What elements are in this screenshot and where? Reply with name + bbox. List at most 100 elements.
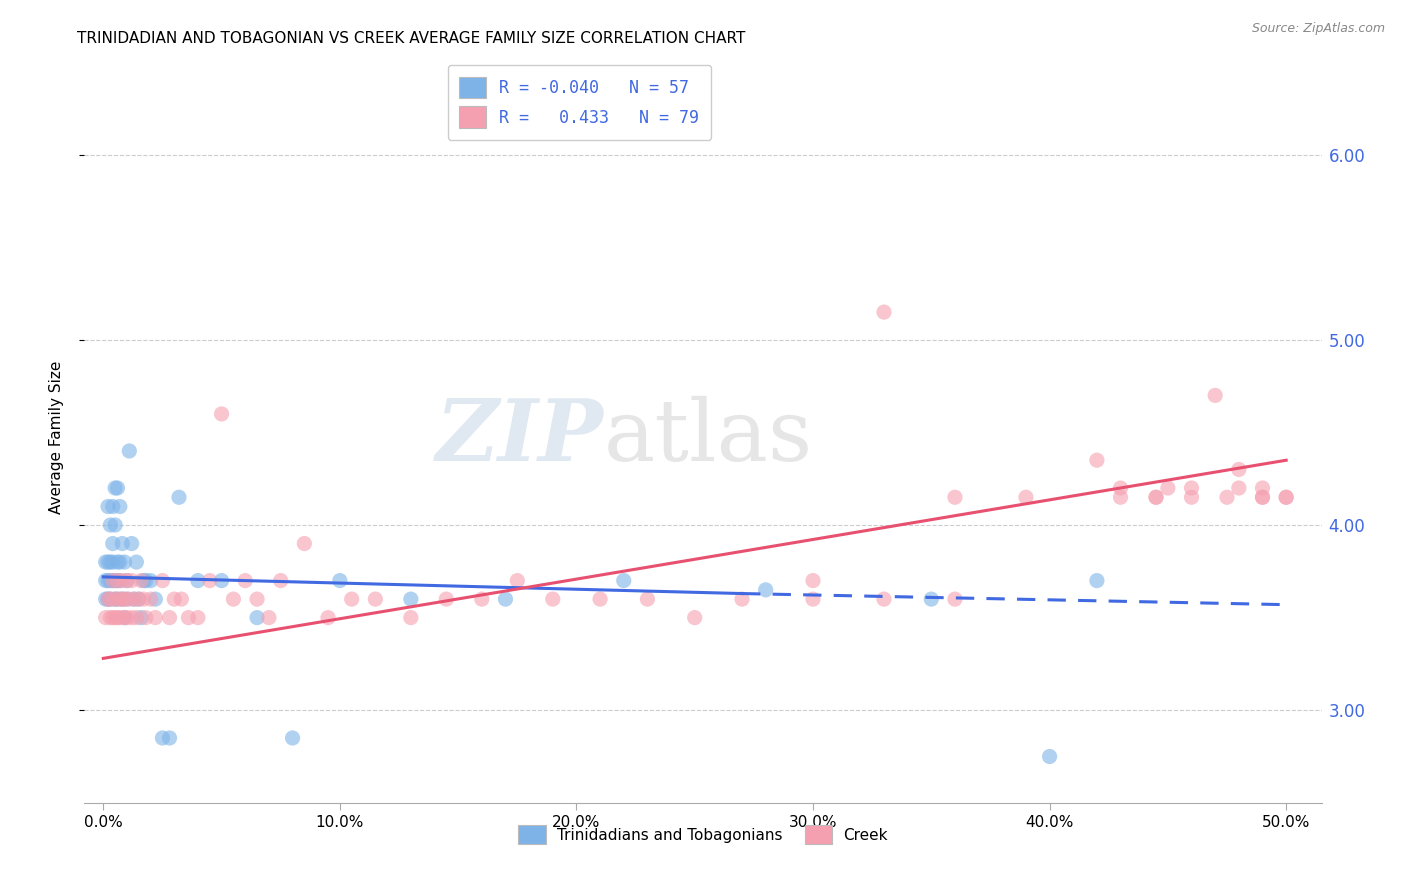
Point	[1109, 481, 1132, 495]
Point	[100, 592, 122, 607]
Point	[329, 574, 352, 588]
Point	[114, 610, 136, 624]
Point	[122, 592, 145, 607]
Point	[104, 592, 127, 607]
Point	[222, 592, 245, 607]
Point	[755, 582, 778, 597]
Point	[129, 610, 152, 624]
Point	[943, 490, 966, 504]
Point	[121, 574, 143, 588]
Point	[118, 444, 141, 458]
Point	[233, 574, 256, 588]
Point	[613, 574, 636, 588]
Point	[115, 610, 138, 624]
Text: atlas: atlas	[605, 395, 813, 479]
Point	[132, 574, 155, 588]
Point	[920, 592, 942, 607]
Point	[101, 574, 124, 588]
Point	[683, 610, 706, 624]
Point	[107, 610, 129, 624]
Point	[122, 592, 145, 607]
Point	[97, 592, 120, 607]
Point	[211, 407, 233, 421]
Point	[94, 555, 117, 569]
Point	[94, 610, 117, 624]
Point	[121, 610, 143, 624]
Point	[873, 592, 896, 607]
Point	[177, 610, 200, 624]
Point	[1216, 490, 1239, 504]
Point	[139, 592, 162, 607]
Point	[104, 481, 127, 495]
Point	[107, 574, 129, 588]
Point	[541, 592, 564, 607]
Point	[1227, 481, 1250, 495]
Point	[100, 592, 122, 607]
Point	[100, 518, 122, 533]
Point	[1251, 490, 1274, 504]
Point	[1204, 388, 1226, 402]
Point	[1109, 490, 1132, 504]
Point	[100, 574, 122, 588]
Point	[399, 592, 422, 607]
Point	[108, 555, 131, 569]
Point	[125, 555, 148, 569]
Point	[104, 592, 127, 607]
Point	[1085, 574, 1108, 588]
Point	[114, 610, 136, 624]
Point	[1144, 490, 1167, 504]
Point	[111, 574, 134, 588]
Point	[163, 592, 186, 607]
Point	[101, 555, 124, 569]
Point	[143, 610, 166, 624]
Point	[94, 574, 117, 588]
Point	[731, 592, 754, 607]
Point	[132, 592, 155, 607]
Point	[198, 574, 221, 588]
Point	[1085, 453, 1108, 467]
Point	[128, 592, 150, 607]
Point	[125, 610, 148, 624]
Point	[170, 592, 193, 607]
Point	[128, 592, 150, 607]
Point	[211, 574, 233, 588]
Point	[115, 574, 138, 588]
Point	[111, 592, 134, 607]
Point	[143, 592, 166, 607]
Point	[1039, 749, 1062, 764]
Point	[1251, 490, 1274, 504]
Point	[111, 592, 134, 607]
Point	[636, 592, 658, 607]
Point	[471, 592, 494, 607]
Point	[139, 574, 162, 588]
Point	[246, 592, 269, 607]
Point	[108, 610, 131, 624]
Point	[135, 574, 157, 588]
Point	[108, 592, 131, 607]
Point	[97, 555, 120, 569]
Point	[118, 592, 141, 607]
Point	[1144, 490, 1167, 504]
Point	[187, 574, 209, 588]
Point	[589, 592, 612, 607]
Point	[159, 731, 181, 745]
Point	[292, 536, 315, 550]
Text: Source: ZipAtlas.com: Source: ZipAtlas.com	[1251, 22, 1385, 36]
Point	[108, 500, 131, 514]
Point	[114, 555, 136, 569]
Point	[135, 610, 157, 624]
Point	[152, 731, 174, 745]
Point	[104, 518, 127, 533]
Point	[94, 592, 117, 607]
Point	[104, 610, 127, 624]
Point	[159, 610, 181, 624]
Point	[1180, 490, 1202, 504]
Point	[107, 481, 129, 495]
Point	[115, 574, 138, 588]
Legend: Trinidadians and Tobagonians, Creek: Trinidadians and Tobagonians, Creek	[512, 819, 894, 850]
Point	[1157, 481, 1180, 495]
Point	[101, 536, 124, 550]
Y-axis label: Average Family Size: Average Family Size	[49, 360, 63, 514]
Point	[100, 610, 122, 624]
Point	[101, 574, 124, 588]
